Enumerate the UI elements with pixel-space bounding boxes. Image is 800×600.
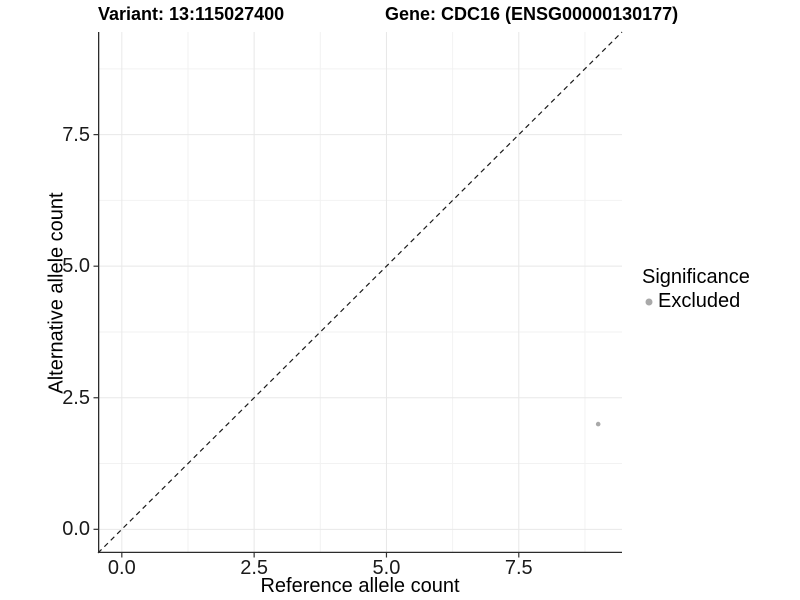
gene-title: Gene: CDC16 (ENSG00000130177) [385,4,679,24]
excluded-dot-icon [645,298,653,305]
legend-title: Significance [642,266,750,288]
x-tick-label: 7.5 [504,557,533,579]
data-point-excluded [595,421,601,427]
variant-title: Variant: 13:115027400 [98,4,285,24]
y-tick-label: 7.5 [62,123,90,146]
x-tick-label: 5.0 [372,557,401,579]
y-tick-label: 5.0 [62,255,90,278]
legend-item-excluded: Excluded [640,290,750,313]
identity-line [97,31,623,554]
legend: Significance Excluded [640,266,750,313]
y-tick-label: 2.5 [62,386,90,409]
legend-key [640,291,658,313]
legend-item-label: Excluded [658,290,741,312]
y-axis-title: Alternative allele count [45,192,68,394]
x-tick-label: 0.0 [107,557,136,579]
x-tick-label: 2.5 [240,557,269,579]
x-axis-title: Reference allele count [260,575,460,597]
y-tick-label: 0.0 [62,518,90,541]
plot-svg [93,31,623,558]
plot-panel [93,31,623,558]
